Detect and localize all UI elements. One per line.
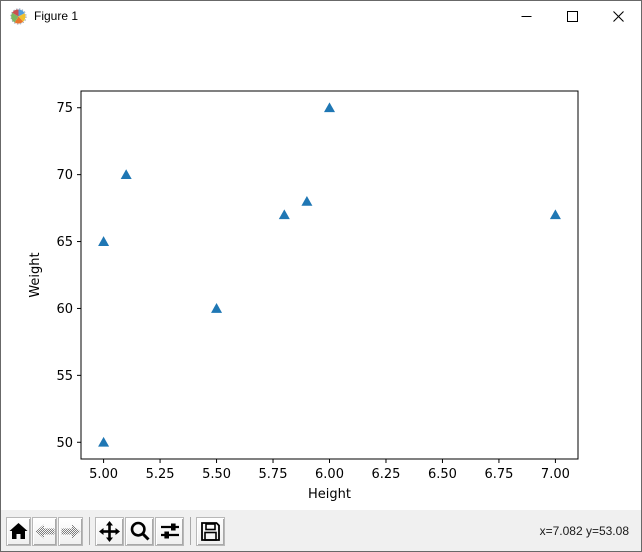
y-tick-label: 55	[56, 369, 73, 384]
axes-frame	[80, 90, 579, 460]
minimize-icon	[521, 15, 531, 17]
home-icon	[9, 522, 28, 539]
minimize-button[interactable]	[503, 1, 549, 31]
forward-arrow-icon	[61, 524, 80, 538]
x-tick-label: 5.00	[89, 467, 118, 482]
x-tick-label: 5.25	[146, 467, 175, 482]
y-tick-label: 60	[56, 302, 73, 317]
subplot-sliders-icon	[160, 523, 179, 539]
x-tick-label: 7.00	[541, 467, 570, 482]
maximize-button[interactable]	[549, 1, 595, 31]
y-tick-label: 70	[56, 168, 73, 183]
toolbar-separator	[190, 517, 191, 545]
close-button[interactable]	[595, 1, 641, 31]
data-point	[211, 303, 223, 313]
data-point	[98, 436, 110, 447]
zoom-button[interactable]	[125, 516, 154, 546]
save-button[interactable]	[196, 516, 225, 546]
zoom-rect-icon	[130, 521, 150, 541]
back-button[interactable]	[32, 516, 57, 546]
x-tick-label: 6.50	[428, 467, 457, 482]
y-tick-label: 75	[56, 101, 73, 116]
pan-icon	[99, 520, 120, 542]
titlebar[interactable]: Figure 1	[1, 1, 641, 31]
x-tick-label: 6.25	[372, 467, 401, 482]
y-axis-label: Weight	[28, 252, 43, 297]
pan-button[interactable]	[95, 516, 124, 546]
y-tick-label: 65	[56, 235, 73, 250]
forward-button[interactable]	[58, 516, 83, 546]
x-axis-label: Height	[308, 487, 351, 502]
x-tick-label: 6.75	[484, 467, 513, 482]
toolbar-separator	[89, 517, 90, 545]
data-point	[301, 196, 313, 206]
cursor-coordinates: x=7.082 y=53.08	[539, 524, 629, 538]
configure-subplots-button[interactable]	[155, 516, 184, 546]
window-title: Figure 1	[34, 9, 79, 23]
back-arrow-icon	[35, 524, 54, 538]
data-point	[120, 169, 132, 180]
save-floppy-icon	[201, 521, 220, 541]
scatter-plot: 5.00 5.25 5.50 5.75 6.00 6.25 6.50 6.75 7.00 50 55…	[28, 90, 579, 502]
plot-canvas[interactable]: 5.00 5.25 5.50 5.75 6.00 6.25 6.50 6.75 7.00 50 55…	[1, 31, 641, 510]
data-point	[278, 209, 290, 220]
x-tick-label: 5.50	[202, 467, 231, 482]
data-point	[324, 102, 335, 113]
x-tick-label: 6.00	[315, 467, 344, 482]
window-controls	[503, 1, 641, 31]
x-tick-label: 5.75	[259, 467, 288, 482]
data-point	[98, 236, 110, 246]
matplotlib-logo-icon	[10, 7, 27, 25]
close-icon	[612, 10, 624, 22]
data-point	[549, 209, 561, 220]
y-tick-label: 50	[56, 436, 73, 451]
navigation-toolbar: x=7.082 y=53.08	[1, 510, 641, 551]
home-button[interactable]	[6, 516, 31, 546]
maximize-icon	[566, 10, 578, 22]
